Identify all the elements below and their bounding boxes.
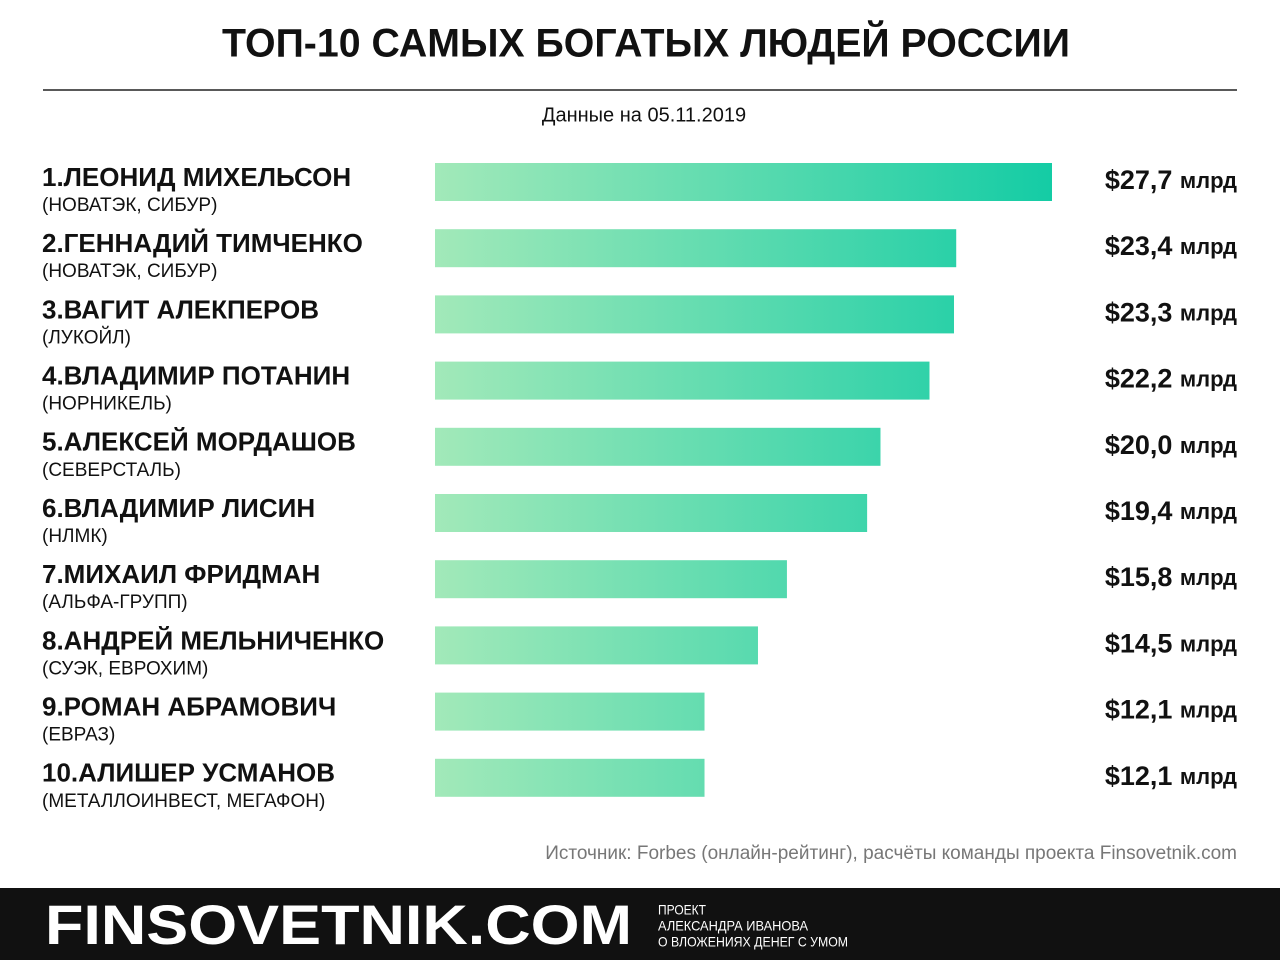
bar	[435, 163, 1052, 201]
bar	[435, 560, 787, 599]
footer-tagline: АЛЕКСАНДРА ИВАНОВА	[658, 918, 809, 934]
footer-tagline: О ВЛОЖЕНИЯХ ДЕНЕГ С УМОМ	[658, 934, 848, 950]
company: (ЛУКОЙЛ)	[42, 326, 131, 348]
value-label: $23,4 млрд	[1105, 231, 1237, 261]
person-name: 2.ГЕННАДИЙ ТИМЧЕНКО	[42, 228, 363, 258]
company: (НЛМК)	[42, 526, 108, 547]
bar	[435, 494, 868, 532]
company: (НОВАТЭК, СИБУР)	[42, 195, 217, 216]
person-name: 4.ВЛАДИМИР ПОТАНИН	[42, 360, 350, 390]
company: (НОРНИКЕЛЬ)	[42, 394, 172, 415]
bar	[435, 427, 881, 466]
bar	[435, 361, 930, 400]
value-label: $22,2 млрд	[1105, 364, 1237, 394]
footer-tagline: ПРОЕКТ	[658, 902, 706, 918]
value-label: $12,1 млрд	[1105, 695, 1237, 725]
value-label: $23,3 млрд	[1105, 298, 1237, 328]
company: (ЕВРАЗ)	[42, 725, 115, 746]
person-name: 1.ЛЕОНИД МИХЕЛЬСОН	[42, 162, 351, 192]
value-label: $20,0 млрд	[1105, 430, 1237, 460]
bar	[435, 295, 954, 334]
person-name: 9.РОМАН АБРАМОВИЧ	[42, 691, 336, 721]
company: (СУЭК, ЕВРОХИМ)	[42, 658, 208, 679]
value-label: $27,7 млрд	[1105, 165, 1237, 195]
company: (СЕВЕРСТАЛЬ)	[42, 460, 181, 481]
bar	[435, 229, 957, 268]
value-label: $12,1 млрд	[1105, 761, 1237, 791]
chart-subtitle: Данные на 05.11.2019	[542, 104, 746, 126]
person-name: 10.АЛИШЕР УСМАНОВ	[42, 758, 335, 788]
bar	[435, 626, 758, 665]
person-name: 7.МИХАИЛ ФРИДМАН	[42, 559, 320, 589]
person-name: 8.АНДРЕЙ МЕЛЬНИЧЕНКО	[42, 625, 384, 655]
person-name: 6.ВЛАДИМИР ЛИСИН	[42, 493, 315, 523]
bar	[435, 692, 705, 731]
source-note: Источник: Forbes (онлайн-рейтинг), расчё…	[545, 843, 1237, 864]
company: (АЛЬФА-ГРУПП)	[42, 592, 188, 613]
footer-brand: FINSOVETNIK.COM	[45, 893, 632, 956]
company: (МЕТАЛЛОИНВЕСТ, МЕГАФОН)	[42, 791, 325, 812]
bar	[435, 758, 705, 797]
value-label: $14,5 млрд	[1105, 629, 1237, 659]
company: (НОВАТЭК, СИБУР)	[42, 261, 217, 282]
person-name: 3.ВАГИТ АЛЕКПЕРОВ	[42, 294, 319, 324]
value-label: $19,4 млрд	[1105, 496, 1237, 526]
value-label: $15,8 млрд	[1105, 562, 1237, 592]
person-name: 5.АЛЕКСЕЙ МОРДАШОВ	[42, 427, 356, 457]
footer-band	[0, 888, 1280, 960]
chart-title: ТОП-10 САМЫХ БОГАТЫХ ЛЮДЕЙ РОССИИ	[222, 20, 1070, 66]
